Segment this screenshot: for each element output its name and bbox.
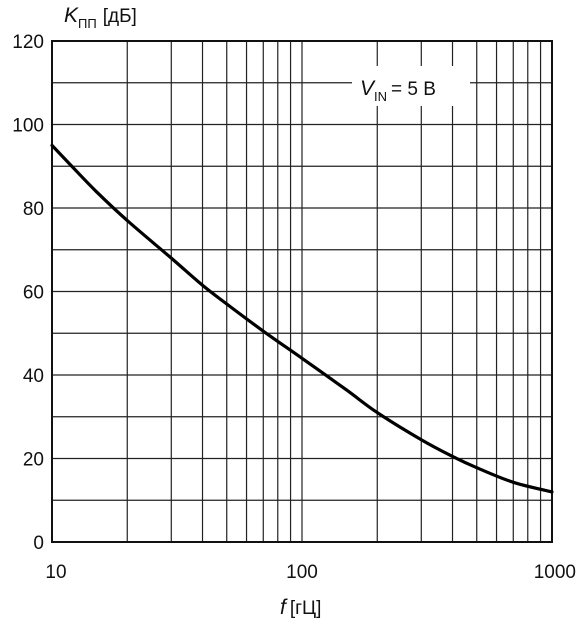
y-tick-label: 80 <box>23 199 44 220</box>
y-axis-label: KПП [дБ] <box>64 4 137 31</box>
y-tick-label: 40 <box>23 366 44 387</box>
y-tick-label: 100 <box>12 116 44 137</box>
y-tick-label: 120 <box>12 32 44 53</box>
annotation-text: = 5 В <box>391 79 436 100</box>
x-axis-unit: [гЦ] <box>290 598 322 619</box>
plot-frame <box>51 40 553 543</box>
x-tick-label: 1000 <box>534 562 576 583</box>
annotation-box: VIN = 5 В <box>352 66 470 106</box>
y-axis-subscript: ПП <box>78 16 97 31</box>
series-line <box>50 143 554 494</box>
annotation-symbol: V <box>360 77 376 100</box>
x-tick-label: 10 <box>45 562 66 583</box>
x-axis-symbol: f <box>280 596 288 619</box>
y-tick-label: 60 <box>23 283 44 304</box>
y-tick-label: 20 <box>23 450 44 471</box>
y-tick-label: 0 <box>33 533 44 554</box>
x-tick-labels: 10 100 1000 <box>45 562 576 583</box>
y-tick-labels: 0 20 40 60 80 100 120 <box>12 32 44 554</box>
x-axis-label: f [гЦ] <box>280 596 321 619</box>
annotation: VIN = 5 В <box>360 77 436 104</box>
annotation-background <box>352 66 470 106</box>
y-axis-unit: [дБ] <box>103 6 137 27</box>
x-tick-label: 100 <box>286 562 318 583</box>
y-axis-symbol: K <box>64 4 79 27</box>
grid <box>52 41 552 542</box>
annotation-subscript: IN <box>374 89 387 104</box>
